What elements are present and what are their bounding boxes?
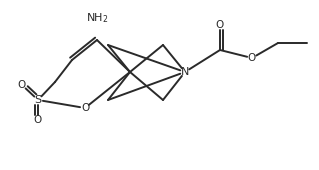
Text: O: O (216, 20, 224, 30)
Text: NH$_2$: NH$_2$ (86, 11, 108, 25)
Text: O: O (81, 103, 89, 113)
Text: O: O (34, 115, 42, 125)
Text: S: S (34, 95, 41, 105)
Text: N: N (181, 67, 189, 77)
Text: O: O (18, 80, 26, 90)
Text: O: O (248, 53, 256, 63)
